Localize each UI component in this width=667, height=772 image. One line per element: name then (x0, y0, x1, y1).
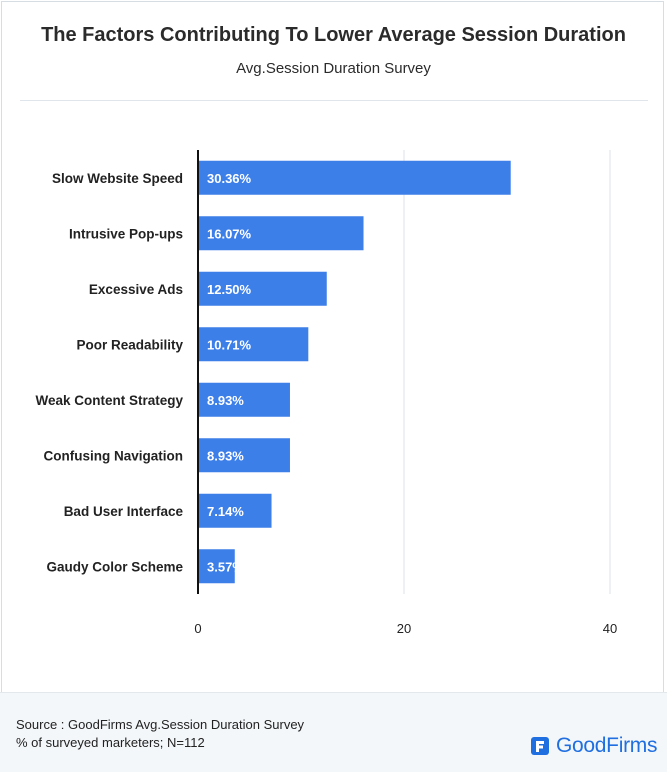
value-label-2: 12.50% (207, 282, 252, 297)
value-label-7: 3.57% (207, 559, 244, 574)
category-label-0: Slow Website Speed (52, 171, 183, 186)
category-label-2: Excessive Ads (89, 282, 183, 297)
bar-5 (198, 438, 290, 473)
value-label-6: 7.14% (207, 504, 244, 519)
chart-subtitle: Avg.Session Duration Survey (236, 60, 431, 77)
value-label-4: 8.93% (207, 393, 244, 408)
category-label-3: Poor Readability (76, 337, 183, 352)
bar-4 (198, 382, 290, 417)
goodfirms-logo[interactable]: GoodFirms (530, 733, 657, 759)
bar-6 (198, 493, 272, 528)
source-line-1: Source : GoodFirms Avg.Session Duration … (16, 717, 305, 732)
value-label-0: 30.36% (207, 171, 252, 186)
brand-name: GoodFirms (556, 734, 658, 757)
value-label-5: 8.93% (207, 448, 244, 463)
x-tick-label-0: 0 (194, 621, 201, 636)
bar-0 (198, 160, 511, 195)
bar-1 (198, 216, 364, 251)
bar-2 (198, 271, 327, 306)
category-label-6: Bad User Interface (64, 504, 184, 519)
x-tick-label-40: 40 (603, 621, 617, 636)
category-label-5: Confusing Navigation (44, 448, 184, 463)
footer (0, 692, 667, 772)
category-label-7: Gaudy Color Scheme (46, 559, 183, 574)
x-tick-label-20: 20 (397, 621, 411, 636)
value-label-1: 16.07% (207, 226, 252, 241)
chart-title: The Factors Contributing To Lower Averag… (41, 24, 626, 46)
source-note: Source : GoodFirms Avg.Session Duration … (16, 716, 304, 752)
source-line-2: % of surveyed marketers; N=112 (16, 735, 205, 750)
bar-chart: 0 20 40 Slow Website Speed 30.36% Intrusive P… (35, 150, 617, 636)
value-label-3: 10.71% (207, 337, 252, 352)
bar-3 (198, 327, 309, 362)
category-label-4: Weak Content Strategy (35, 393, 183, 408)
category-label-1: Intrusive Pop-ups (69, 226, 183, 241)
header-divider (20, 100, 648, 101)
bar-7 (198, 549, 235, 584)
goodfirms-icon (531, 737, 549, 755)
